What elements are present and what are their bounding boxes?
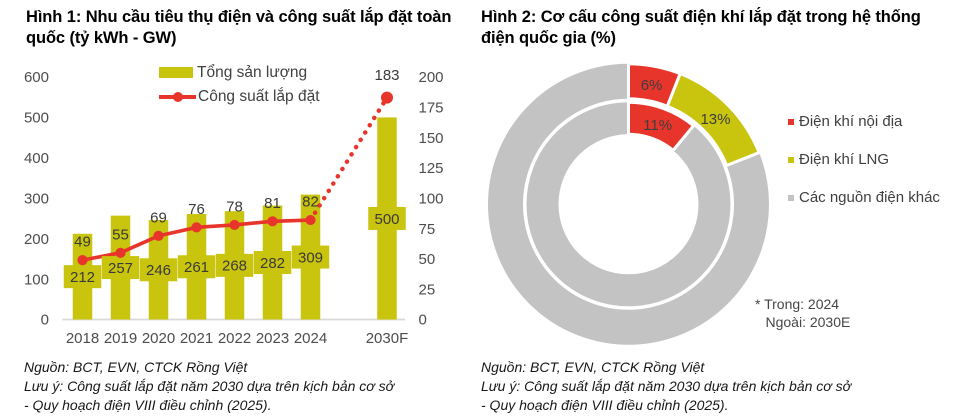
ring-note-inner: * Trong: 2024 xyxy=(755,296,840,312)
right-axis-tick: 0 xyxy=(419,312,427,329)
bar-value-label: 261 xyxy=(184,259,209,276)
left-axis-tick: 200 xyxy=(24,231,49,248)
x-axis-label: 2022 xyxy=(218,330,251,347)
bar-value-label: 212 xyxy=(70,269,95,286)
bar-value-label: 500 xyxy=(374,211,399,228)
figure2-note-line: Lưu ý: Công suất lắp đặt năm 2030 dựa tr… xyxy=(481,377,852,394)
figure2-title: Hình 2: Cơ cấu công suất điện khí lắp đặ… xyxy=(481,8,921,47)
x-axis-label: 2024 xyxy=(294,330,327,347)
left-axis-tick: 400 xyxy=(24,150,49,167)
donut-ring-note: * Trong: 2024 Ngoài: 2030E xyxy=(755,296,850,331)
x-axis-label: 2023 xyxy=(256,330,289,347)
figure2-source-line: Nguồn: BCT, EVN, CTCK Rồng Việt xyxy=(481,358,705,375)
x-axis-label: 2020 xyxy=(142,330,175,347)
bar-value-label-box xyxy=(215,253,254,277)
figure1-title: Hình 1: Nhu cầu tiêu thụ điện và công su… xyxy=(26,8,452,47)
bar-series-swatch xyxy=(159,67,193,78)
lng-gas-label: Điện khí LNG xyxy=(799,151,890,168)
figure1-legend: Tổng sản lượng Công suất lắp đặt xyxy=(159,61,320,109)
right-axis-tick: 200 xyxy=(419,69,444,86)
line-series-swatch xyxy=(159,91,196,102)
figure2-legend: Điện khí nội địa Điện khí LNG Các nguồn … xyxy=(788,113,940,227)
right-axis-tick: 25 xyxy=(419,281,436,298)
x-axis-label: 2021 xyxy=(180,330,213,347)
left-axis-tick: 100 xyxy=(24,271,49,288)
line-swatch-marker xyxy=(173,92,183,102)
left-axis-tick: 600 xyxy=(24,69,49,86)
line-marker xyxy=(153,230,164,241)
right-axis-tick: 175 xyxy=(419,100,444,117)
figure2-note-line2: - Quy hoạch điện VIII điều chỉnh (2025). xyxy=(481,396,729,413)
bar-value-label-box xyxy=(291,245,330,269)
bar-value-label: 268 xyxy=(222,258,247,275)
line-marker xyxy=(115,247,126,258)
line-value-label: 76 xyxy=(188,201,205,218)
outer-ring-slice xyxy=(665,72,761,167)
line-value-label: 82 xyxy=(302,194,319,211)
bar-series-label: Tổng sản lượng xyxy=(197,63,308,81)
line-series-label: Công suất lắp đặt xyxy=(198,87,320,105)
right-axis-tick: 50 xyxy=(419,251,436,268)
line-marker xyxy=(267,216,278,227)
other-sources-swatch xyxy=(788,194,794,201)
legend-item-other-sources: Các nguồn điện khác xyxy=(788,189,940,206)
line-series-forecast-dotted xyxy=(308,95,390,223)
x-axis-label: 2030F xyxy=(366,330,409,347)
bar-value-label: 309 xyxy=(298,249,323,266)
legend-item-bars: Tổng sản lượng xyxy=(159,61,320,85)
bar-value-label-box xyxy=(101,256,140,280)
bar-value-label: 282 xyxy=(260,255,285,272)
figure1-note-line2: - Quy hoạch điện VIII điều chỉnh (2025). xyxy=(24,396,272,413)
x-axis-label: 2019 xyxy=(104,330,137,347)
donut-slice-label: 6% xyxy=(641,77,663,94)
figure1-source-note: Nguồn: BCT, EVN, CTCK Rồng Việt Lưu ý: C… xyxy=(24,358,394,415)
lng-gas-swatch xyxy=(788,156,794,163)
other-sources-label: Các nguồn điện khác xyxy=(799,189,940,206)
domestic-gas-label: Điện khí nội địa xyxy=(799,113,903,130)
x-axis-label: 2018 xyxy=(66,330,99,347)
line-marker xyxy=(191,222,202,233)
domestic-gas-swatch xyxy=(788,118,794,125)
line-marker xyxy=(77,254,88,266)
right-axis-tick: 150 xyxy=(419,130,444,147)
right-axis-tick: 100 xyxy=(419,190,444,207)
left-axis-tick: 300 xyxy=(24,190,49,207)
line-value-label: 183 xyxy=(374,67,399,84)
line-marker xyxy=(305,214,316,226)
inner-ring-slice xyxy=(627,100,696,152)
donut-slice-label: 13% xyxy=(700,111,730,128)
inner-ring-base xyxy=(526,102,731,307)
bar-value-label-box xyxy=(253,251,292,275)
line-marker xyxy=(229,219,240,231)
legend-item-line: Công suất lắp đặt xyxy=(159,85,320,109)
bar-value-label: 257 xyxy=(108,260,133,277)
line-value-label: 81 xyxy=(264,195,281,212)
bar-value-label-box xyxy=(177,255,216,279)
figure1-source-line: Nguồn: BCT, EVN, CTCK Rồng Việt xyxy=(24,358,248,375)
left-axis-tick: 0 xyxy=(41,312,49,329)
legend-item-domestic-gas: Điện khí nội địa xyxy=(788,113,940,130)
right-axis-tick: 75 xyxy=(419,221,436,238)
donut-slice-label: 11% xyxy=(643,117,672,134)
line-marker xyxy=(381,91,393,104)
line-value-label: 55 xyxy=(112,226,129,243)
legend-item-lng-gas: Điện khí LNG xyxy=(788,151,940,168)
bar-value-label-box xyxy=(139,258,178,282)
bar-line-chart: 0 100 200 300 400 500 600 0 25 50 75 100 125 150 175 20… xyxy=(24,67,444,347)
bar-value-label: 246 xyxy=(146,262,171,279)
line-value-label: 49 xyxy=(74,234,91,251)
bar-value-label-box xyxy=(368,206,406,230)
ring-note-outer: Ngoài: 2030E xyxy=(765,313,851,330)
line-value-label: 78 xyxy=(226,198,243,215)
line-value-label: 69 xyxy=(150,209,167,226)
bar-value-label-box xyxy=(63,265,102,289)
figure1-note-line: Lưu ý: Công suất lắp đặt năm 2030 dựa tr… xyxy=(24,377,395,394)
left-axis-tick: 500 xyxy=(24,110,49,127)
right-axis-tick: 125 xyxy=(419,160,444,177)
figure2-source-note: Nguồn: BCT, EVN, CTCK Rồng Việt Lưu ý: C… xyxy=(481,358,851,415)
